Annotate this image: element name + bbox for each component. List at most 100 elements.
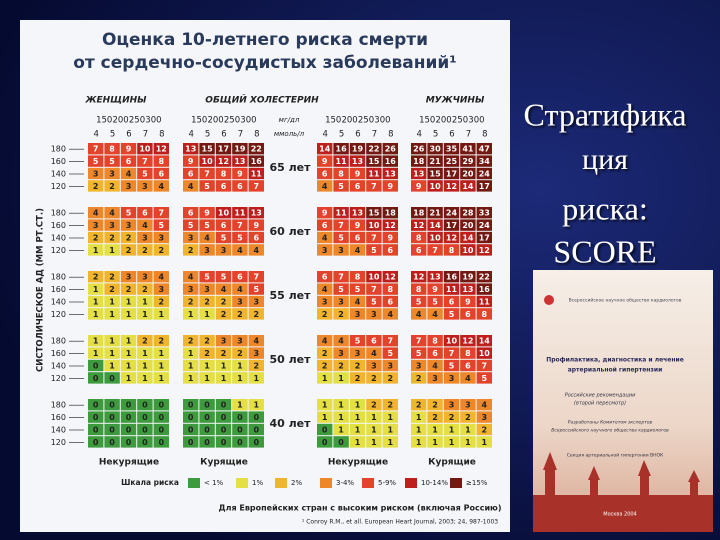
risk-value: 25 (446, 157, 458, 166)
risk-value: 3 (322, 246, 328, 255)
risk-value: 2 (465, 413, 471, 422)
bp-label: 140 (51, 426, 66, 435)
risk-value: 3 (159, 285, 165, 294)
risk-value: 3 (204, 285, 210, 294)
risk-cell (104, 167, 120, 180)
risk-value: 2 (159, 246, 165, 255)
risk-value: 1 (109, 310, 115, 319)
risk-value: 7 (371, 182, 377, 191)
risk-cell (199, 167, 215, 180)
legend-label: 10-14% (421, 479, 448, 487)
risk-cell (333, 436, 349, 448)
risk-cell (427, 219, 443, 231)
risk-cell (333, 372, 349, 384)
risk-cell (88, 335, 104, 347)
risk-value: 1 (126, 337, 132, 346)
risk-value: 0 (93, 413, 99, 422)
risk-value: 3 (237, 337, 243, 346)
risk-cell (88, 167, 104, 180)
mgdl-label: 200 (435, 116, 451, 126)
book-subtitle: (второй пересмотр) (574, 401, 626, 407)
risk-value: 3 (159, 234, 165, 243)
risk-value: 4 (416, 310, 422, 319)
age-label: 60 лет (269, 225, 311, 238)
bp-label: 120 (51, 182, 66, 191)
risk-cell (137, 436, 153, 448)
bp-label: 160 (51, 349, 66, 358)
risk-value: 8 (416, 234, 422, 243)
risk-value: 0 (254, 426, 260, 435)
risk-value: 12 (479, 246, 490, 255)
risk-value: 16 (479, 285, 491, 294)
risk-value: 3 (126, 273, 132, 282)
risk-value: 5 (338, 182, 344, 191)
risk-value: 0 (93, 374, 99, 383)
risk-value: 1 (188, 362, 194, 371)
risk-value: 4 (254, 246, 260, 255)
risk-value: 6 (322, 221, 328, 230)
chol-label: 6 (126, 130, 131, 140)
risk-cell (215, 283, 232, 295)
risk-cell (460, 244, 476, 256)
risk-cell (411, 399, 427, 411)
risk-cell (88, 155, 104, 167)
risk-value: 6 (126, 157, 132, 166)
risk-value: 5 (237, 234, 243, 243)
risk-value: 3 (204, 246, 210, 255)
risk-cell (317, 372, 333, 384)
unit-label: ммоль/л (274, 130, 305, 138)
risk-cell (443, 155, 460, 167)
risk-value: 7 (449, 349, 455, 358)
risk-value: 19 (352, 145, 364, 154)
risk-cell (137, 283, 153, 295)
risk-value: 1 (355, 413, 361, 422)
risk-value: 1 (237, 362, 243, 371)
risk-cell (215, 423, 232, 436)
risk-cell (427, 155, 443, 167)
risk-cell (104, 372, 120, 384)
risk-cell (317, 295, 333, 308)
risk-cell (349, 283, 366, 295)
risk-value: 0 (126, 413, 132, 422)
risk-value: 2 (109, 273, 115, 282)
risk-cell (215, 335, 232, 347)
risk-cell (232, 295, 248, 308)
risk-cell (460, 399, 476, 411)
risk-cell (382, 308, 398, 320)
risk-value: 8 (449, 246, 455, 255)
risk-cell (199, 411, 215, 423)
risk-cell (476, 372, 492, 384)
risk-cell (460, 295, 476, 308)
risk-cell (120, 308, 137, 320)
risk-cell (333, 283, 349, 295)
risk-cell (183, 283, 199, 295)
risk-value: 0 (109, 426, 115, 435)
risk-value: 5 (204, 273, 210, 282)
risk-value: 0 (204, 426, 210, 435)
risk-value: 9 (416, 182, 422, 191)
risk-cell (248, 231, 264, 244)
legend-label: 5-9% (378, 479, 396, 487)
risk-value: 5 (388, 349, 394, 358)
risk-cell (215, 399, 232, 411)
risk-cell (232, 423, 248, 436)
risk-cell (183, 399, 199, 411)
risk-value: 1 (221, 374, 227, 383)
risk-cell (120, 283, 137, 295)
risk-cell (120, 423, 137, 436)
risk-value: 5 (142, 170, 148, 179)
risk-value: 4 (159, 273, 165, 282)
bp-label: 160 (51, 413, 66, 422)
risk-cell (215, 244, 232, 256)
risk-value: 0 (93, 362, 99, 371)
risk-value: 1 (93, 285, 99, 294)
risk-cell (248, 372, 264, 384)
risk-cell (460, 271, 476, 283)
risk-cell (460, 207, 476, 219)
risk-cell (476, 207, 492, 219)
risk-cell (382, 283, 398, 295)
risk-value: 1 (416, 438, 422, 447)
risk-cell (349, 295, 366, 308)
risk-cell (443, 359, 460, 372)
